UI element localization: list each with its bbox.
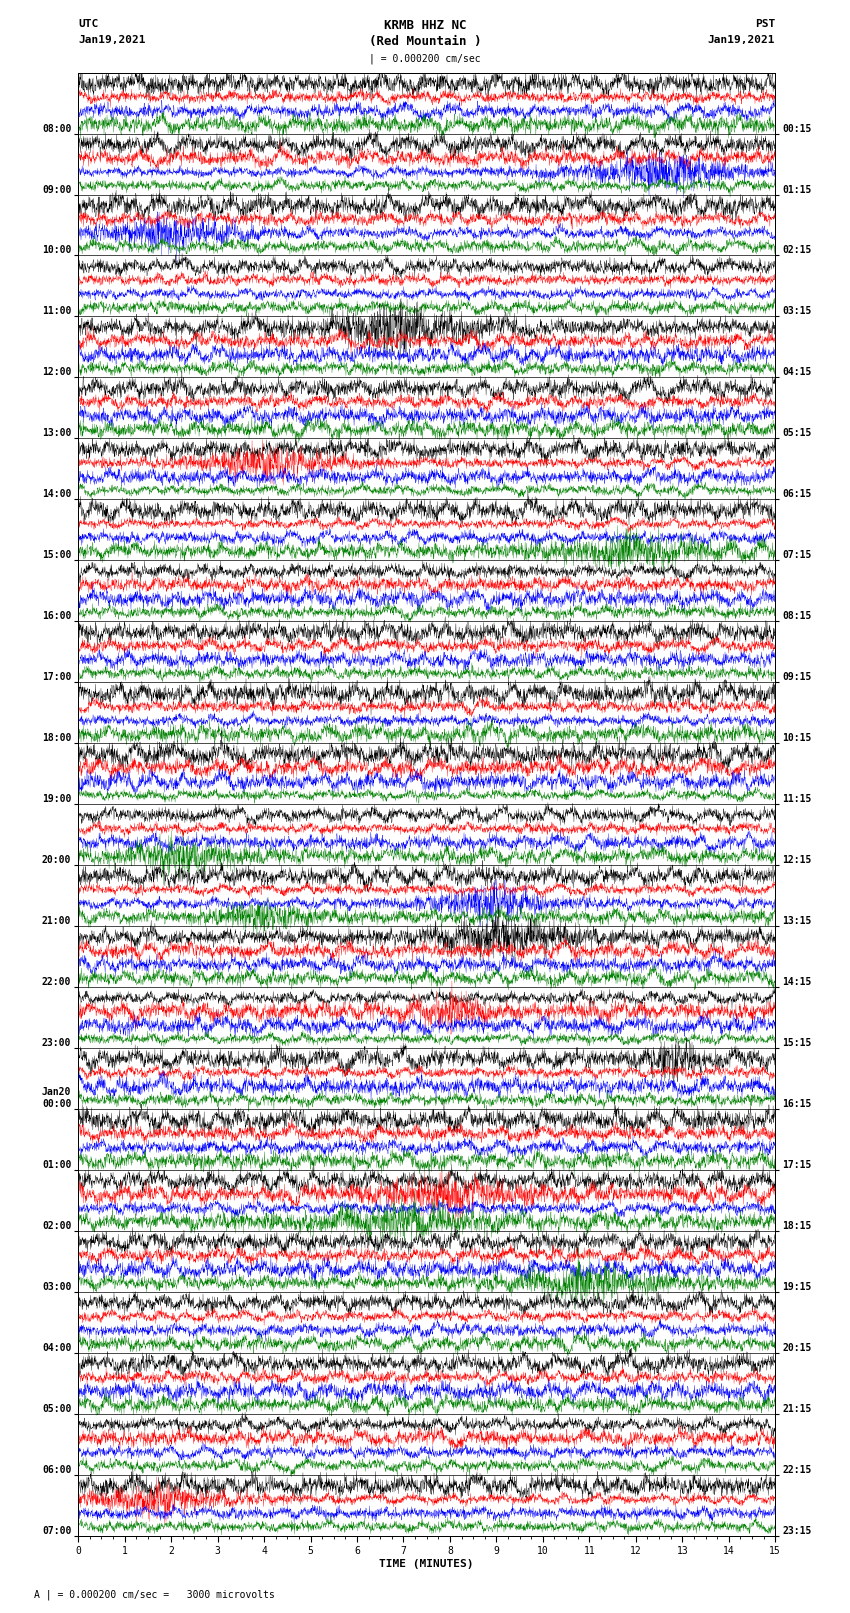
Text: PST: PST [755,19,775,29]
Text: KRMB HHZ NC: KRMB HHZ NC [383,19,467,32]
X-axis label: TIME (MINUTES): TIME (MINUTES) [379,1558,474,1569]
Text: UTC: UTC [78,19,99,29]
Text: | = 0.000200 cm/sec: | = 0.000200 cm/sec [369,53,481,65]
Text: Jan19,2021: Jan19,2021 [78,35,145,45]
Text: (Red Mountain ): (Red Mountain ) [369,35,481,48]
Text: Jan19,2021: Jan19,2021 [708,35,775,45]
Text: A | = 0.000200 cm/sec =   3000 microvolts: A | = 0.000200 cm/sec = 3000 microvolts [34,1589,275,1600]
